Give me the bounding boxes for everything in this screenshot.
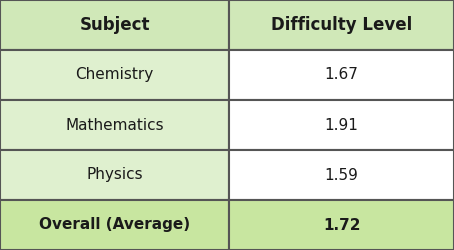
Text: Difficulty Level: Difficulty Level xyxy=(271,16,412,34)
Bar xyxy=(229,0,454,50)
Bar xyxy=(0,100,229,150)
Bar xyxy=(0,150,229,200)
Text: 1.59: 1.59 xyxy=(325,168,359,182)
Text: Mathematics: Mathematics xyxy=(65,118,164,132)
Text: Subject: Subject xyxy=(79,16,150,34)
Text: Physics: Physics xyxy=(86,168,143,182)
Text: 1.91: 1.91 xyxy=(325,118,359,132)
Bar xyxy=(229,50,454,100)
Text: 1.72: 1.72 xyxy=(323,218,360,232)
Bar xyxy=(229,100,454,150)
Text: 1.67: 1.67 xyxy=(325,68,359,82)
Bar xyxy=(0,0,229,50)
Bar xyxy=(229,150,454,200)
Bar xyxy=(229,200,454,250)
Text: Chemistry: Chemistry xyxy=(75,68,154,82)
Bar xyxy=(0,200,229,250)
Text: Overall (Average): Overall (Average) xyxy=(39,218,190,232)
Bar xyxy=(0,50,229,100)
